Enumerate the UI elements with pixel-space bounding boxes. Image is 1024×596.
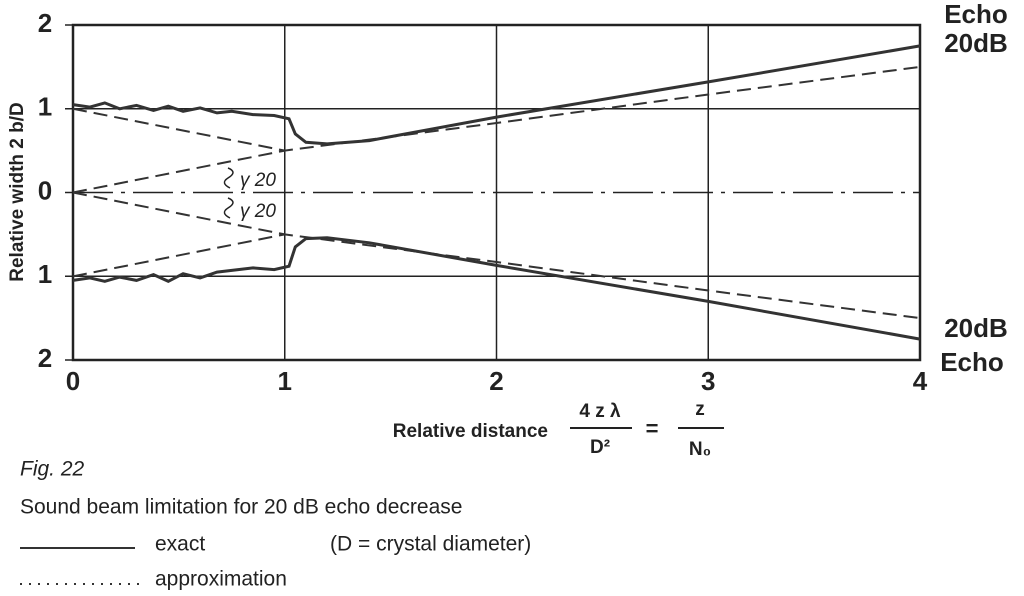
- formula: D²: [590, 437, 610, 458]
- x-tick-label: 3: [701, 366, 715, 396]
- annotation: 20dB: [944, 313, 1008, 343]
- caption-note: (D = crystal diameter): [330, 533, 531, 556]
- y-tick-label: 1: [38, 92, 52, 122]
- formula: =: [646, 416, 659, 441]
- caption: Sound beam limitation for 20 dB echo dec…: [20, 496, 462, 519]
- x-tick-label: 2: [489, 366, 503, 396]
- x-tick-label: 4: [913, 366, 928, 396]
- series-line: [72, 149, 285, 194]
- x-tick-label: 0: [66, 366, 80, 396]
- annotation: 20dB: [944, 28, 1008, 58]
- formula: N₀: [689, 439, 711, 460]
- angle-marker: [223, 167, 234, 189]
- annotation: Echo: [940, 347, 1004, 377]
- y-tick-label: 2: [38, 8, 52, 38]
- series-line: [72, 236, 921, 341]
- legend-label: exact: [155, 533, 205, 556]
- formula: 4 z λ: [579, 401, 621, 422]
- annotation: γ 20: [240, 170, 276, 191]
- y-tick-label: 2: [38, 343, 52, 373]
- annotation: Echo: [944, 0, 1008, 29]
- x-tick-label: 1: [278, 366, 292, 396]
- angle-marker: [223, 197, 234, 219]
- series-line: [72, 233, 921, 320]
- y-tick-label: 0: [38, 175, 52, 205]
- series-line: [72, 65, 921, 152]
- figure-number: Fig. 22: [20, 458, 85, 481]
- annotation: γ 20: [240, 201, 276, 222]
- y-tick-label: 1: [38, 259, 52, 289]
- x-axis-label: Relative distance: [393, 421, 548, 442]
- formula: z: [695, 399, 705, 420]
- y-axis-label: Relative width 2 b/D: [7, 102, 28, 281]
- series-line: [72, 191, 285, 236]
- legend-label: approximation: [155, 568, 287, 591]
